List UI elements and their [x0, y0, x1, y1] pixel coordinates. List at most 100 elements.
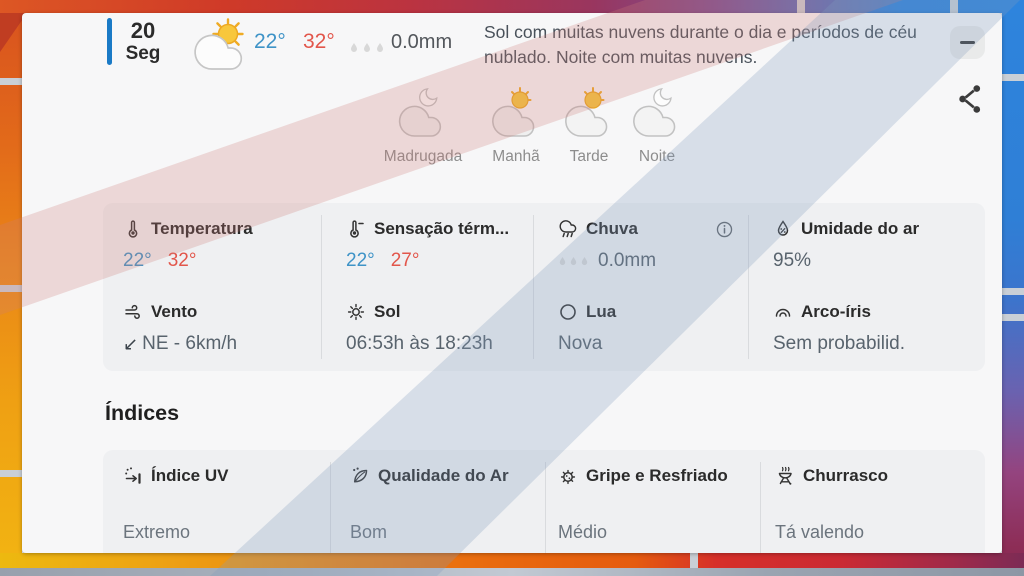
- bg-tile-gap: [1002, 74, 1024, 81]
- detail-vento: Vento ↙ NE - 6km/h: [123, 302, 308, 355]
- header-temp-min: 22°: [254, 30, 286, 53]
- index-label: Gripe e Resfriado: [586, 466, 728, 485]
- virus-icon: [560, 469, 576, 485]
- wind-value: NE - 6km/h: [142, 333, 238, 354]
- detail-label: Arco-íris: [801, 302, 871, 321]
- sun-times-value: 06:53h às 18:23h: [346, 333, 493, 354]
- bg-top-strip: [0, 0, 1024, 13]
- rainbow-icon: [775, 308, 791, 317]
- day-number: 20: [130, 18, 156, 43]
- rain-drops-icon: [558, 256, 589, 267]
- header-rain-amount: 0.0mm: [391, 31, 453, 53]
- thermometer-icon: [128, 220, 138, 238]
- period-label: Manhã: [492, 148, 540, 165]
- divider: [321, 215, 322, 359]
- bg-tile-gap: [690, 553, 698, 568]
- sun-cloud-icon: [194, 18, 244, 70]
- detail-label: Temperatura: [151, 219, 253, 238]
- bg-tile-gap: [797, 0, 805, 13]
- weather-details-panel: Temperatura 22° 32° Sensação térm... 22° 2…: [103, 203, 985, 371]
- indices-title: Índices: [105, 401, 180, 425]
- detail-arco-iris: Arco-íris Sem probabilid.: [773, 302, 968, 355]
- day-accent-bar: [107, 18, 112, 65]
- detail-sol: Sol 06:53h às 18:23h: [346, 302, 526, 355]
- sun-icon: [347, 303, 365, 321]
- rainbow-value: Sem probabilid.: [773, 333, 906, 354]
- index-churrasco: Churrasco: [775, 466, 965, 486]
- thermometer-feel-icon: [350, 220, 364, 238]
- bbq-grill-icon: [778, 466, 792, 485]
- index-uv: Índice UV: [123, 466, 318, 486]
- forecast-day-card: 20 Seg 22° 32° 0.0mm Sol com muitas nuve…: [22, 13, 1002, 553]
- bg-tile-gap: [0, 285, 22, 292]
- bg-tile-gap: [1002, 314, 1024, 321]
- indices-panel: Índice UV Extremo Qualidade do Ar Bom: [103, 450, 985, 553]
- bg-tile-gap: [950, 0, 958, 13]
- leaf-icon: [353, 467, 368, 483]
- divider: [760, 462, 761, 553]
- bg-bottom-strip: [0, 553, 1024, 568]
- temp-min-value: 22°: [123, 250, 152, 271]
- day-name: Seg: [125, 43, 161, 64]
- new-moon-icon: [560, 304, 576, 320]
- divider: [330, 462, 331, 553]
- humidity-value: 95%: [773, 250, 812, 271]
- minus-icon: [960, 41, 975, 44]
- bg-tile-gap: [0, 470, 22, 477]
- share-button[interactable]: [955, 83, 985, 115]
- period-tarde: Tarde: [563, 87, 615, 166]
- detail-temperatura: Temperatura 22° 32°: [123, 219, 308, 272]
- detail-label: Sensação térm...: [374, 219, 510, 238]
- forecast-description: Sol com muitas nuvens durante o dia e pe…: [484, 22, 917, 67]
- rain-cloud-icon: [559, 220, 577, 238]
- index-qualidade-ar: Qualidade do Ar: [350, 466, 540, 486]
- humidity-drop-icon: [777, 220, 789, 236]
- sun-cloud-icon: [565, 87, 608, 137]
- bg-bottom-edge-strip: [0, 568, 1024, 576]
- index-qualidade-ar-value: Bom: [350, 522, 388, 542]
- day-box: 20 Seg: [118, 19, 168, 65]
- temp-max-value: 32°: [167, 250, 197, 271]
- collapse-button[interactable]: [950, 26, 985, 59]
- wind-icon: [125, 304, 140, 319]
- detail-umidade: Umidade do ar 95%: [773, 219, 968, 272]
- temp-max-value: 27°: [390, 250, 420, 271]
- detail-label: Chuva: [586, 219, 638, 238]
- divider: [533, 215, 534, 359]
- index-uv-value: Extremo: [123, 522, 191, 542]
- moon-phase-value: Nova: [558, 333, 603, 354]
- period-noite: Noite: [631, 87, 683, 166]
- index-label: Churrasco: [803, 466, 889, 485]
- rain-drops-icon: [349, 42, 385, 54]
- bg-tile-gap: [0, 78, 22, 85]
- period-label: Madrugada: [383, 148, 463, 165]
- detail-sensacao-termica: Sensação térm... 22° 27°: [346, 219, 526, 272]
- detail-label: Lua: [586, 302, 617, 321]
- moon-cloud-icon: [399, 88, 442, 137]
- bg-tile-gap: [1002, 288, 1024, 295]
- detail-label: Umidade do ar: [801, 219, 920, 238]
- info-icon[interactable]: [715, 220, 734, 239]
- divider: [545, 462, 546, 553]
- index-label: Índice UV: [151, 466, 229, 485]
- wind-direction-arrow: ↙: [123, 333, 139, 354]
- moon-cloud-icon: [633, 88, 676, 137]
- detail-label: Vento: [151, 302, 198, 321]
- temp-min-value: 22°: [346, 250, 375, 271]
- rain-value: 0.0mm: [598, 250, 657, 271]
- period-madrugada: Madrugada: [384, 87, 462, 166]
- sun-cloud-icon: [492, 87, 535, 137]
- detail-chuva: Chuva 0.0mm: [558, 219, 734, 272]
- detail-label: Sol: [374, 302, 401, 321]
- header-temp-max: 32°: [303, 30, 335, 53]
- divider: [748, 215, 749, 359]
- index-label: Qualidade do Ar: [378, 466, 509, 485]
- detail-lua: Lua Nova: [558, 302, 734, 355]
- index-gripe-resfriado-value: Médio: [558, 522, 608, 542]
- uv-meter-icon: [125, 467, 141, 484]
- index-churrasco-value: Tá valendo: [775, 522, 865, 542]
- index-gripe-resfriado: Gripe e Resfriado: [558, 466, 753, 486]
- period-manha: Manhã: [490, 87, 542, 166]
- period-label: Noite: [638, 148, 676, 165]
